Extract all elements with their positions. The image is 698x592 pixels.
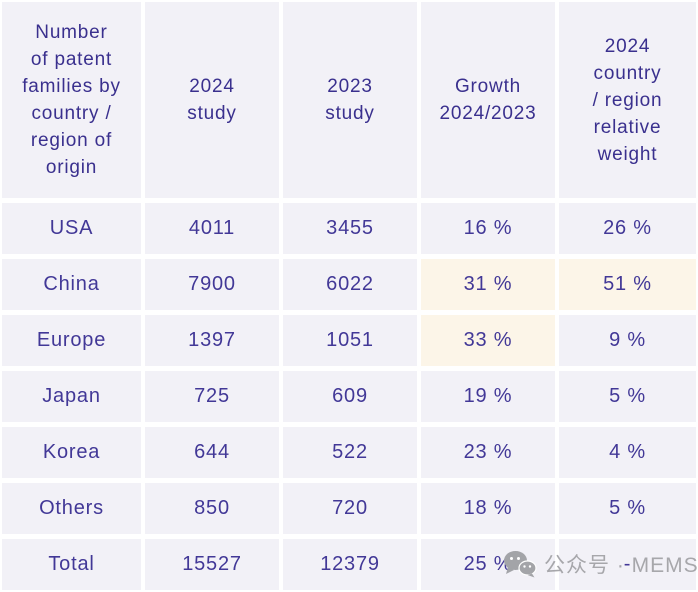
weight-cell: 5 % xyxy=(559,483,696,534)
region-cell: Japan xyxy=(2,371,141,422)
growth-cell: 16 % xyxy=(421,203,555,254)
study-2024-cell: 644 xyxy=(145,427,279,478)
growth-cell: 19 % xyxy=(421,371,555,422)
header-cell-region: Number of patent families by country / r… xyxy=(2,2,141,198)
region-cell: Others xyxy=(2,483,141,534)
study-2024-cell: 725 xyxy=(145,371,279,422)
weight-cell: - xyxy=(559,539,696,590)
study-2023-cell: 609 xyxy=(283,371,417,422)
region-cell: Europe xyxy=(2,315,141,366)
region-cell: Korea xyxy=(2,427,141,478)
region-cell: China xyxy=(2,259,141,310)
study-2023-cell: 6022 xyxy=(283,259,417,310)
weight-cell: 26 % xyxy=(559,203,696,254)
study-2023-cell: 720 xyxy=(283,483,417,534)
weight-cell: 5 % xyxy=(559,371,696,422)
growth-cell: 25 % xyxy=(421,539,555,590)
growth-cell: 18 % xyxy=(421,483,555,534)
study-2024-cell: 4011 xyxy=(145,203,279,254)
study-2023-cell: 12379 xyxy=(283,539,417,590)
weight-cell: 4 % xyxy=(559,427,696,478)
weight-cell: 51 % xyxy=(559,259,696,310)
header-cell-2024-study: 2024 study xyxy=(145,2,279,198)
study-2023-cell: 3455 xyxy=(283,203,417,254)
study-2023-cell: 522 xyxy=(283,427,417,478)
study-2023-cell: 1051 xyxy=(283,315,417,366)
study-2024-cell: 1397 xyxy=(145,315,279,366)
growth-cell: 31 % xyxy=(421,259,555,310)
growth-cell: 23 % xyxy=(421,427,555,478)
study-2024-cell: 7900 xyxy=(145,259,279,310)
header-cell-2023-study: 2023 study xyxy=(283,2,417,198)
header-cell-growth: Growth 2024/2023 xyxy=(421,2,555,198)
study-2024-cell: 850 xyxy=(145,483,279,534)
study-2024-cell: 15527 xyxy=(145,539,279,590)
region-cell: Total xyxy=(2,539,141,590)
region-cell: USA xyxy=(2,203,141,254)
weight-cell: 9 % xyxy=(559,315,696,366)
growth-cell: 33 % xyxy=(421,315,555,366)
header-cell-weight: 2024 country / region relative weight xyxy=(559,2,696,198)
